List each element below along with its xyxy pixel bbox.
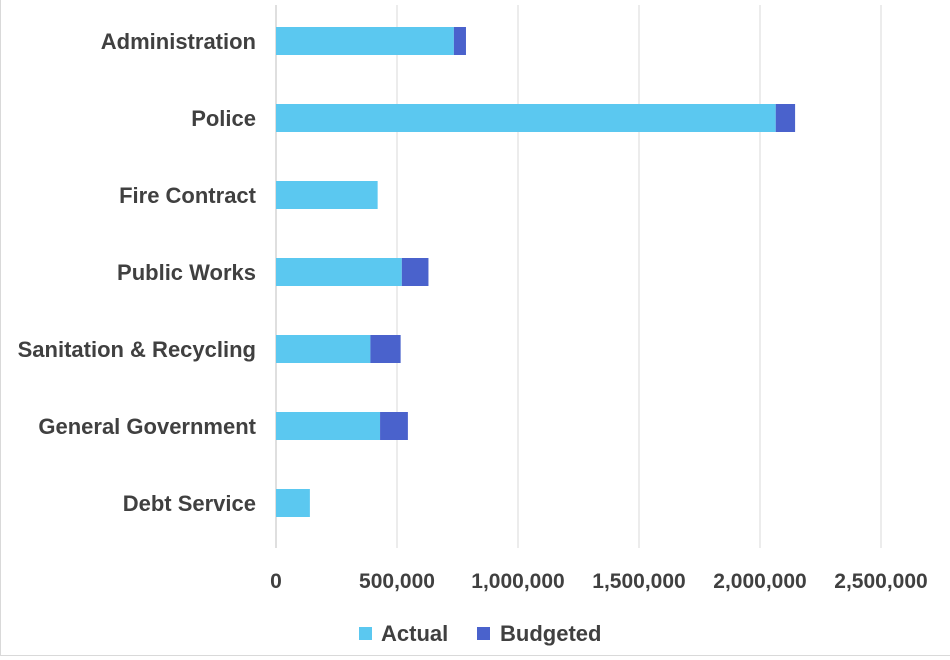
bar-budgeted-5 <box>380 412 408 440</box>
bar-actual-6 <box>276 489 310 517</box>
bar-budgeted-3 <box>401 258 429 286</box>
bar-budgeted-1 <box>775 104 796 132</box>
category-label: Debt Service <box>123 491 256 516</box>
category-label: Police <box>191 106 256 131</box>
bars <box>276 27 796 517</box>
category-labels: Administration Police Fire Contract Public … <box>18 29 257 516</box>
x-tick-label: 1,500,000 <box>592 570 685 593</box>
gridlines <box>275 5 882 548</box>
category-label: Fire Contract <box>119 183 257 208</box>
category-label: Sanitation & Recycling <box>18 337 256 362</box>
x-tick-label: 1,000,000 <box>471 570 564 593</box>
legend-swatch-budgeted <box>477 627 490 640</box>
category-label: Public Works <box>117 260 256 285</box>
bar-actual-5 <box>276 412 381 440</box>
legend-swatch-actual <box>359 627 372 640</box>
x-tick-label: 2,000,000 <box>713 570 806 593</box>
x-tick-label: 2,500,000 <box>834 570 927 593</box>
bar-actual-0 <box>276 27 454 55</box>
bar-actual-4 <box>276 335 371 363</box>
category-label: General Government <box>38 414 256 439</box>
bar-actual-3 <box>276 258 402 286</box>
legend-label-actual: Actual <box>381 621 448 646</box>
legend-label-budgeted: Budgeted <box>500 621 601 646</box>
x-tick-label: 0 <box>270 570 282 593</box>
bar-actual-1 <box>276 104 776 132</box>
legend: Actual Budgeted <box>359 621 601 646</box>
bar-budgeted-4 <box>370 335 401 363</box>
category-label: Administration <box>101 29 256 54</box>
x-tick-label: 500,000 <box>359 570 435 593</box>
bar-actual-2 <box>276 181 378 209</box>
x-tick-labels: 0 500,000 1,000,000 1,500,000 2,000,000 2,500… <box>270 570 928 593</box>
bar-budgeted-0 <box>453 27 466 55</box>
